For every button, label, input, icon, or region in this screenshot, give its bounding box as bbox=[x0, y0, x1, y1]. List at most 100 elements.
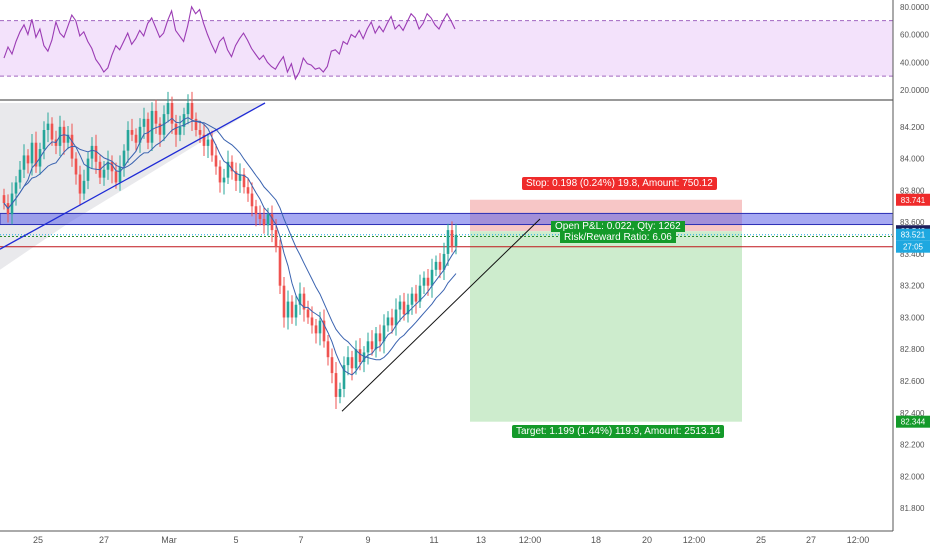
candle-body bbox=[390, 317, 394, 326]
candle-body bbox=[338, 388, 342, 397]
rsi-tick-label: 60.0000 bbox=[900, 31, 929, 40]
candle-body bbox=[302, 293, 306, 310]
candle-body bbox=[314, 325, 318, 334]
price-tick-label: 82.200 bbox=[900, 441, 925, 450]
candle-body bbox=[274, 230, 278, 246]
candle-body bbox=[402, 301, 406, 315]
candle-body bbox=[82, 180, 86, 194]
candle-body bbox=[414, 293, 418, 302]
candle-body bbox=[218, 166, 222, 183]
candle-body bbox=[398, 301, 402, 310]
rsi-tick-label: 20.0000 bbox=[900, 86, 929, 95]
candle-body bbox=[354, 349, 358, 369]
time-tick-label: 13 bbox=[476, 535, 486, 545]
candle-body bbox=[206, 139, 210, 146]
price-tick-label: 81.800 bbox=[900, 504, 925, 513]
candle-body bbox=[446, 230, 450, 254]
candle-body bbox=[438, 261, 442, 270]
candle-body bbox=[222, 177, 226, 183]
candle-body bbox=[150, 110, 154, 143]
time-tick-label: 12:00 bbox=[519, 535, 542, 545]
time-tick-label: 5 bbox=[233, 535, 238, 545]
candle-body bbox=[250, 193, 254, 207]
time-tick-label: 20 bbox=[642, 535, 652, 545]
candle-body bbox=[78, 174, 82, 194]
candle-body bbox=[226, 161, 230, 178]
candle-body bbox=[422, 277, 426, 286]
candle-body bbox=[94, 145, 98, 162]
candle-body bbox=[286, 301, 290, 318]
price-tick-label: 82.800 bbox=[900, 345, 925, 354]
candle-body bbox=[194, 118, 198, 131]
price-tag-label: 27:05 bbox=[903, 243, 924, 252]
candle-body bbox=[178, 126, 182, 135]
candle-body bbox=[406, 304, 410, 315]
candle-body bbox=[106, 161, 110, 170]
candle-body bbox=[386, 317, 390, 326]
price-tag bbox=[896, 240, 930, 253]
stop-label: Stop: 0.198 (0.24%) 19.8, Amount: 750.12 bbox=[522, 177, 717, 190]
candle-body bbox=[294, 304, 298, 318]
candle-body bbox=[370, 341, 374, 350]
candle-body bbox=[186, 103, 190, 115]
candle-body bbox=[182, 114, 186, 127]
candle-body bbox=[306, 309, 310, 318]
rsi-tick-label: 80.0000 bbox=[900, 3, 929, 12]
candle-body bbox=[366, 341, 370, 353]
candle-body bbox=[394, 309, 398, 326]
candle-body bbox=[246, 187, 250, 194]
candle-body bbox=[30, 142, 34, 164]
candle-body bbox=[342, 365, 346, 389]
time-tick-label: 11 bbox=[429, 535, 438, 545]
candle-body bbox=[130, 130, 134, 135]
candle-body bbox=[214, 155, 218, 167]
candle-body bbox=[230, 161, 234, 172]
price-tick-label: 84.200 bbox=[900, 123, 925, 132]
candle-body bbox=[258, 214, 262, 219]
candle-body bbox=[290, 301, 294, 318]
candle-body bbox=[126, 130, 130, 151]
candle-body bbox=[382, 325, 386, 342]
candle-body bbox=[426, 277, 430, 286]
candle-body bbox=[310, 317, 314, 326]
candle-body bbox=[202, 134, 206, 146]
price-tick-label: 83.400 bbox=[900, 250, 925, 259]
candle-body bbox=[434, 261, 438, 270]
candle-body bbox=[26, 155, 30, 164]
target-zone bbox=[470, 231, 742, 422]
candle-body bbox=[18, 169, 22, 183]
price-tick-label: 82.000 bbox=[900, 472, 925, 481]
candle-body bbox=[346, 357, 350, 366]
candle-body bbox=[266, 214, 270, 226]
candle-body bbox=[166, 103, 170, 115]
price-axis: 80.0000 60.0000 40.0000 20.0000 84.200 84.000… bbox=[892, 0, 932, 550]
candle-body bbox=[254, 206, 258, 215]
price-tick-label: 83.000 bbox=[900, 313, 925, 322]
candle-body bbox=[282, 285, 286, 318]
price-tick-label: 82.600 bbox=[900, 377, 925, 386]
candle-body bbox=[262, 218, 266, 226]
shaded-region bbox=[0, 103, 265, 270]
candle-body bbox=[322, 320, 326, 342]
candle-body bbox=[358, 349, 362, 362]
candle-body bbox=[430, 269, 434, 286]
time-tick-label: 12:00 bbox=[683, 535, 706, 545]
candle-body bbox=[2, 195, 6, 204]
candle-body bbox=[134, 134, 138, 143]
price-pane bbox=[0, 91, 894, 422]
candle-body bbox=[270, 214, 274, 231]
candle-body bbox=[450, 230, 454, 246]
candle-body bbox=[190, 103, 194, 119]
candle-body bbox=[454, 234, 458, 246]
candle-body bbox=[374, 333, 378, 350]
price-tick-label: 84.000 bbox=[900, 155, 925, 164]
time-tick-label: 9 bbox=[365, 535, 370, 545]
candle-body bbox=[114, 171, 118, 183]
moving-average-fast bbox=[3, 117, 457, 376]
descending-trendline bbox=[0, 102, 266, 250]
candle-body bbox=[362, 352, 366, 362]
candle-body bbox=[46, 123, 50, 131]
price-tag bbox=[896, 228, 930, 241]
